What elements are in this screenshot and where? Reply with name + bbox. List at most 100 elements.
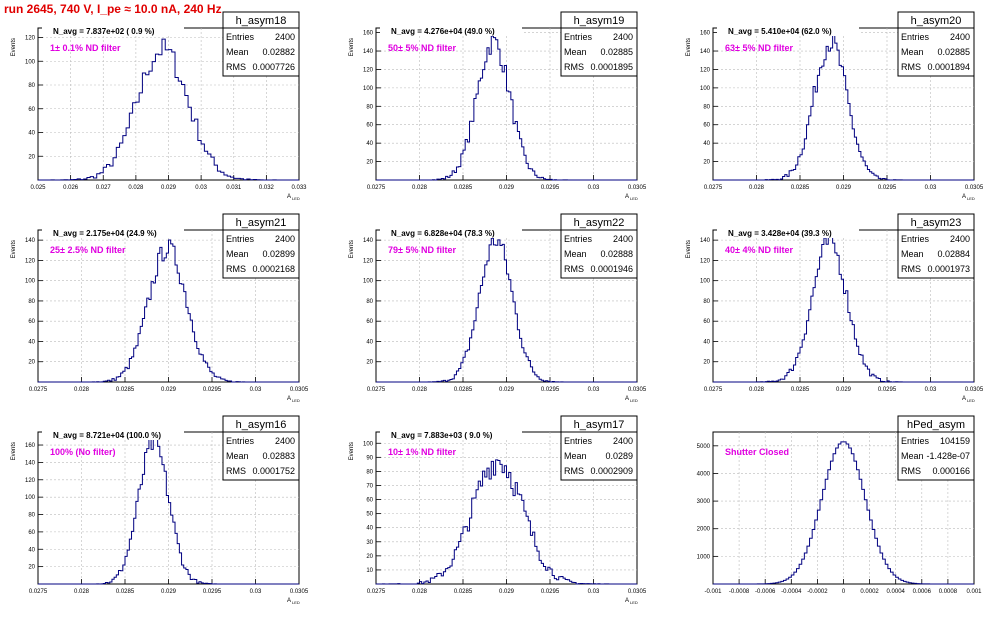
x-tick-label: 0.032: [259, 185, 275, 191]
histogram-line: [38, 38, 299, 181]
x-axis-title-subscript: LED: [967, 398, 975, 403]
y-tick-label: 20: [366, 360, 373, 366]
stats-value-mean: 0.02885: [600, 47, 633, 57]
x-tick-label: 0.03: [588, 387, 600, 393]
y-tick-label: 4000: [697, 471, 711, 477]
y-tick-label: 20: [366, 160, 373, 166]
y-tick-label: 5000: [697, 444, 711, 450]
x-tick-label: 0.0295: [541, 387, 560, 393]
histogram-panel-h_asym21: 0.0275 0.028 0.0285 0.029 0.0295 0.03 0.0305 20…: [11, 213, 309, 403]
stats-histogram-name: h_asym19: [574, 15, 625, 27]
navg-label: N_avg = 3.428e+04 (39.3 %): [728, 229, 832, 238]
x-tick-label: 0.0285: [791, 387, 810, 393]
x-tick-label: 0.028: [74, 387, 90, 393]
stats-value-mean: 0.02883: [262, 451, 295, 461]
y-axis-title: Events: [11, 38, 17, 56]
filter-annotation: Shutter Closed: [725, 447, 789, 457]
x-tick-label: 0.0305: [965, 387, 984, 393]
x-tick-label: 0.0285: [791, 185, 810, 191]
x-tick-label: 0.0275: [29, 589, 48, 595]
x-tick-label: 0.03: [195, 185, 207, 191]
stats-histogram-name: h_asym20: [911, 15, 962, 27]
x-tick-label: 0.028: [749, 185, 765, 191]
stats-label-entries: Entries: [226, 32, 255, 42]
x-tick-label: 0.0305: [290, 589, 309, 595]
x-tick-label: 0.026: [63, 185, 79, 191]
y-tick-label: 1000: [697, 554, 711, 560]
stats-label-rms: RMS: [226, 264, 246, 274]
x-tick-label: 0.0004: [887, 589, 906, 595]
y-tick-label: 40: [703, 339, 710, 345]
x-tick-label: -0.0008: [729, 589, 750, 595]
stats-value-entries: 2400: [275, 32, 295, 42]
y-tick-label: 40: [703, 141, 710, 147]
x-tick-label: 0.0285: [454, 589, 473, 595]
stats-label-entries: Entries: [226, 436, 255, 446]
y-tick-label: 120: [700, 67, 711, 73]
stats-box: [897, 415, 975, 481]
histogram-line: [38, 239, 299, 383]
stats-label-entries: Entries: [226, 234, 255, 244]
x-tick-label: 0.0285: [116, 589, 135, 595]
y-tick-label: 140: [363, 49, 374, 55]
stats-box: [897, 213, 975, 279]
x-tick-label: 0.0275: [704, 387, 723, 393]
stats-label-rms: RMS: [564, 264, 584, 274]
x-tick-label: 0.0295: [878, 185, 897, 191]
x-tick-label: 0.029: [836, 185, 852, 191]
stats-label-entries: Entries: [901, 234, 930, 244]
y-tick-label: 20: [28, 360, 35, 366]
stats-value-mean: -1.428e-07: [926, 451, 970, 461]
stats-label-mean: Mean: [564, 451, 587, 461]
x-tick-label: 0.03: [925, 185, 937, 191]
stats-value-rms: 0.0001946: [590, 264, 633, 274]
y-axis-title: Events: [349, 442, 355, 460]
y-axis-title: Events: [349, 240, 355, 258]
x-tick-label: 0.0295: [203, 589, 222, 595]
x-tick-label: -0.0006: [755, 589, 776, 595]
x-tick-label: 0.03: [925, 387, 937, 393]
x-tick-label: 0.03: [250, 589, 262, 595]
navg-box: [42, 25, 184, 36]
x-tick-label: 0.0295: [541, 185, 560, 191]
stats-box: [560, 415, 638, 481]
y-tick-label: 100: [363, 441, 374, 447]
histogram-panel-hPed_asym: -0.001 -0.0008 -0.0006 -0.0004 -0.0002 0 0.000…: [697, 415, 982, 595]
x-tick-label: 0.0275: [704, 185, 723, 191]
stats-value-rms: 0.0001894: [927, 62, 970, 72]
x-tick-label: 0.031: [226, 185, 242, 191]
stats-value-rms: 0.000166: [932, 466, 970, 476]
x-tick-label: 0.028: [412, 589, 428, 595]
x-tick-label: 0.0305: [628, 185, 647, 191]
x-axis-title: A: [625, 194, 629, 200]
histogram-line: [713, 232, 974, 383]
navg-box: [380, 25, 522, 36]
stats-value-entries: 2400: [275, 234, 295, 244]
y-tick-label: 80: [366, 299, 373, 305]
x-tick-label: 0.0275: [367, 589, 386, 595]
x-tick-label: 0.029: [161, 185, 177, 191]
histogram-line: [713, 34, 974, 181]
x-tick-label: 0.029: [161, 589, 177, 595]
x-axis-title-subscript: LED: [630, 196, 638, 201]
stats-histogram-name: h_asym17: [574, 419, 625, 431]
y-axis-title: Events: [349, 38, 355, 56]
x-tick-label: 0.029: [836, 387, 852, 393]
stats-value-mean: 0.02882: [262, 47, 295, 57]
x-tick-label: 0.001: [966, 589, 982, 595]
y-axis-title: Events: [686, 38, 692, 56]
stats-value-entries: 2400: [950, 32, 970, 42]
stats-value-entries: 104159: [940, 436, 970, 446]
y-tick-label: 20: [366, 554, 373, 560]
navg-label: N_avg = 4.276e+04 (49.0 %): [391, 27, 495, 36]
y-tick-label: 100: [363, 279, 374, 285]
y-tick-label: 120: [25, 478, 36, 484]
navg-box: [380, 227, 522, 238]
filter-annotation: 10± 1% ND filter: [388, 447, 456, 457]
x-tick-label: 0.028: [128, 185, 144, 191]
stats-label-entries: Entries: [901, 32, 930, 42]
y-tick-label: 60: [28, 319, 35, 325]
stats-value-rms: 0.0001895: [590, 62, 633, 72]
y-tick-label: 80: [28, 513, 35, 519]
stats-label-rms: RMS: [901, 264, 921, 274]
